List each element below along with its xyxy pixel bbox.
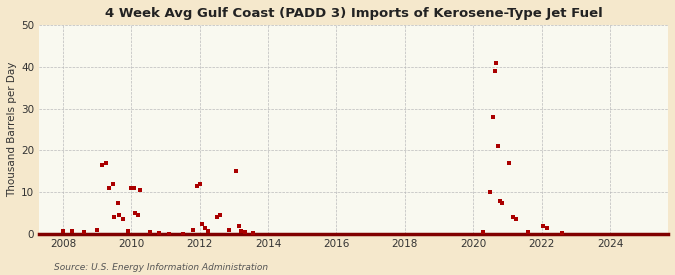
Y-axis label: Thousand Barrels per Day: Thousand Barrels per Day (7, 62, 17, 197)
Point (178, 231, 188, 236)
Point (491, 61, 502, 65)
Point (114, 213, 125, 217)
Point (153, 231, 164, 235)
Point (66, 229, 77, 233)
Point (145, 230, 156, 235)
Point (128, 186, 139, 190)
Point (192, 184, 202, 188)
Point (522, 230, 533, 235)
Point (134, 188, 145, 192)
Point (557, 231, 568, 235)
Point (107, 182, 118, 186)
Point (240, 230, 250, 235)
Point (485, 190, 495, 194)
Point (510, 217, 521, 222)
Point (489, 69, 500, 73)
Point (123, 229, 134, 233)
Point (230, 169, 241, 174)
Point (97, 163, 108, 167)
Point (57, 229, 68, 233)
Point (234, 223, 244, 228)
Text: Source: U.S. Energy Information Administration: Source: U.S. Energy Information Administ… (54, 263, 268, 272)
Point (200, 226, 211, 230)
Point (188, 228, 198, 232)
Point (495, 198, 506, 203)
Point (117, 217, 128, 222)
Point (92, 228, 103, 232)
Point (541, 226, 552, 230)
Point (496, 200, 507, 205)
Point (130, 211, 141, 215)
Point (223, 228, 234, 232)
Point (493, 144, 504, 148)
Point (101, 161, 111, 165)
Point (236, 229, 247, 233)
Point (126, 186, 137, 190)
Point (197, 221, 208, 226)
Point (478, 230, 489, 235)
Point (487, 115, 498, 119)
Point (203, 229, 214, 233)
Point (504, 161, 514, 165)
Point (211, 215, 222, 219)
Point (104, 186, 115, 190)
Point (132, 213, 143, 217)
Point (538, 223, 549, 228)
Point (109, 215, 119, 219)
Point (194, 182, 205, 186)
Point (507, 215, 518, 219)
Point (78, 230, 89, 235)
Title: 4 Week Avg Gulf Coast (PADD 3) Imports of Kerosene-Type Jet Fuel: 4 Week Avg Gulf Coast (PADD 3) Imports o… (105, 7, 603, 20)
Point (215, 213, 225, 217)
Point (247, 231, 258, 235)
Point (163, 231, 174, 236)
Point (112, 200, 123, 205)
